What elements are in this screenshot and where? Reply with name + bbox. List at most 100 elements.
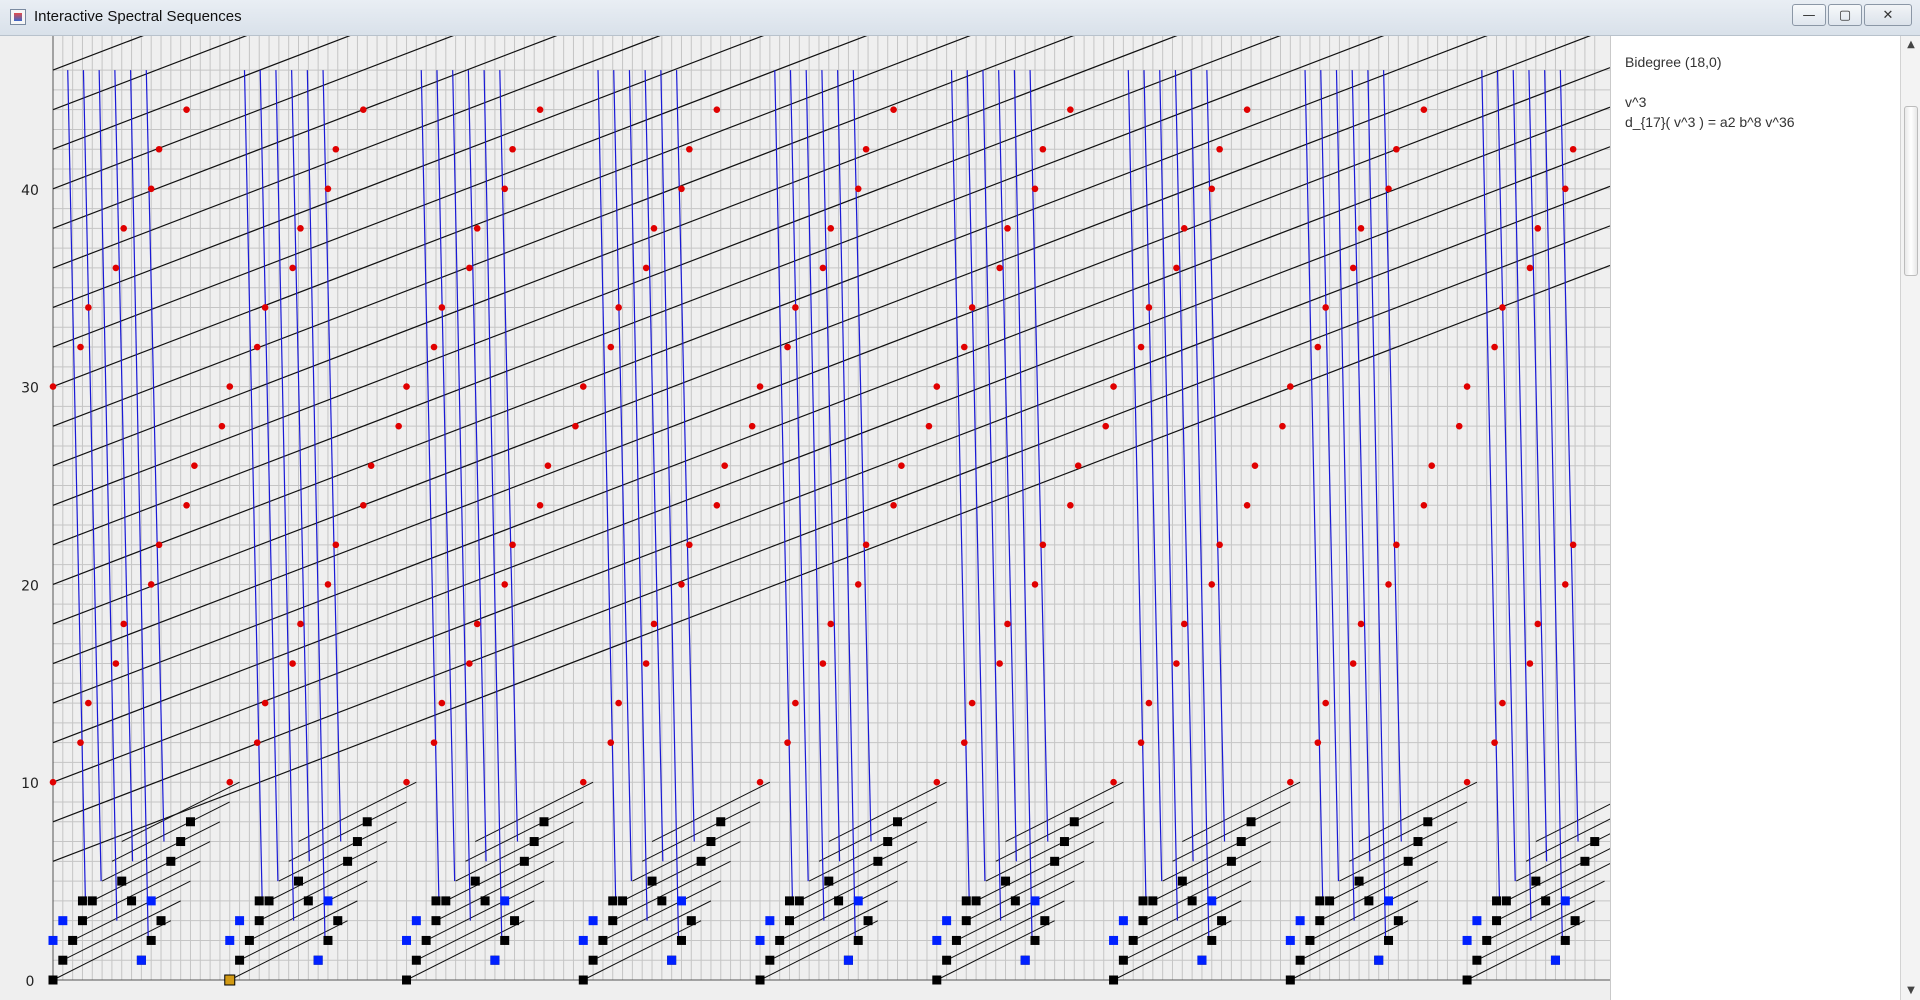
minimize-button[interactable]: — bbox=[1792, 4, 1826, 26]
black-class-square bbox=[1325, 896, 1335, 906]
black-class-square bbox=[235, 955, 245, 965]
scroll-down-icon[interactable]: ▼ bbox=[1907, 985, 1915, 996]
red-class-dot bbox=[85, 304, 92, 311]
red-class-dot bbox=[1004, 225, 1011, 232]
differential-line bbox=[1304, 70, 1324, 901]
scroll-up-icon[interactable]: ▲ bbox=[1907, 39, 1915, 50]
red-class-dot bbox=[509, 541, 516, 549]
black-class-square bbox=[647, 876, 657, 886]
differential-line bbox=[982, 70, 1002, 921]
black-class-square bbox=[961, 896, 971, 906]
black-class-square bbox=[1030, 935, 1040, 945]
tower-line bbox=[52, 36, 1385, 546]
extension-line bbox=[632, 821, 751, 882]
title-bar: Interactive Spectral Sequences — ▢ ✕ bbox=[0, 0, 1920, 36]
extension-line bbox=[445, 841, 564, 902]
differential-line bbox=[1383, 70, 1402, 842]
red-class-dot bbox=[1137, 343, 1145, 351]
red-class-dot bbox=[1322, 699, 1329, 707]
blue-class-square bbox=[146, 896, 156, 906]
red-class-dot bbox=[438, 304, 446, 311]
tower-line bbox=[52, 36, 971, 388]
black-class-square bbox=[686, 916, 696, 926]
blue-class-square bbox=[225, 935, 235, 945]
extension-line bbox=[622, 841, 741, 902]
red-class-dot bbox=[77, 343, 84, 351]
info-scrollbar[interactable]: ▲ ▼ bbox=[1900, 36, 1920, 1000]
black-class-square bbox=[657, 896, 667, 906]
extension-line bbox=[92, 841, 211, 902]
black-class-square bbox=[166, 856, 176, 866]
black-class-square bbox=[765, 955, 775, 965]
red-class-dot bbox=[1145, 699, 1153, 707]
black-class-square bbox=[254, 896, 264, 906]
black-class-square bbox=[578, 975, 588, 985]
scroll-thumb[interactable] bbox=[1904, 106, 1918, 276]
info-panel: Bidegree (18,0) v^3 d_{17}( v^3 ) = a2 b… bbox=[1610, 36, 1900, 1000]
extension-line bbox=[936, 920, 1055, 981]
tower-line bbox=[52, 36, 351, 150]
differential-line bbox=[628, 70, 648, 921]
red-class-dot bbox=[289, 660, 296, 667]
black-class-square bbox=[185, 817, 195, 827]
blue-class-square bbox=[1030, 896, 1040, 906]
extension-line bbox=[808, 821, 928, 882]
black-class-square bbox=[1403, 856, 1413, 866]
red-class-dot bbox=[1499, 699, 1506, 707]
chart-svg[interactable]: 020406080100120140010203040 bbox=[0, 36, 1610, 1000]
blue-class-square bbox=[490, 955, 500, 965]
red-class-dot bbox=[147, 581, 155, 588]
differential-line bbox=[1159, 70, 1178, 921]
blue-class-square bbox=[1384, 896, 1394, 906]
blue-class-square bbox=[843, 955, 853, 965]
red-class-dot bbox=[253, 739, 261, 746]
differential-line bbox=[452, 70, 471, 921]
blue-class-square bbox=[1109, 935, 1119, 945]
red-class-dot bbox=[1067, 501, 1074, 509]
red-class-dot bbox=[367, 462, 375, 470]
extension-line bbox=[1299, 900, 1419, 961]
red-class-dot bbox=[1428, 462, 1436, 470]
differential-line bbox=[306, 70, 326, 941]
red-class-dot bbox=[1463, 778, 1471, 786]
extension-line bbox=[799, 841, 918, 902]
differential-line bbox=[420, 70, 440, 901]
red-class-dot bbox=[1031, 581, 1039, 588]
red-class-dot bbox=[155, 145, 163, 153]
red-class-dot bbox=[721, 462, 728, 470]
tower-line bbox=[52, 36, 144, 71]
blue-class-square bbox=[402, 935, 412, 945]
red-class-dot bbox=[686, 145, 693, 153]
extension-line bbox=[1005, 781, 1124, 842]
red-class-dot bbox=[1526, 660, 1534, 667]
black-class-square bbox=[1580, 856, 1590, 866]
extension-line bbox=[1358, 781, 1478, 842]
black-class-square bbox=[431, 916, 441, 926]
close-button[interactable]: ✕ bbox=[1864, 4, 1912, 26]
extension-line bbox=[1290, 920, 1409, 981]
extension-line bbox=[52, 920, 172, 981]
black-class-square bbox=[932, 975, 942, 985]
extension-line bbox=[455, 821, 574, 882]
blue-class-square bbox=[136, 955, 146, 965]
differential-line bbox=[467, 70, 487, 862]
blue-class-square bbox=[667, 955, 677, 965]
blue-class-square bbox=[48, 935, 58, 945]
differential-line bbox=[98, 70, 118, 921]
red-class-dot bbox=[466, 264, 473, 272]
maximize-button[interactable]: ▢ bbox=[1828, 4, 1862, 26]
red-class-dot bbox=[1243, 501, 1251, 509]
extension-line bbox=[1152, 841, 1271, 902]
red-class-dot bbox=[642, 264, 650, 272]
spectral-sequence-chart[interactable]: 020406080100120140010203040 bbox=[0, 36, 1610, 1000]
extension-line bbox=[592, 900, 712, 961]
tower-line bbox=[52, 36, 661, 269]
extension-line bbox=[769, 900, 888, 961]
black-class-square bbox=[1590, 837, 1600, 847]
black-class-square bbox=[706, 837, 716, 847]
tower-line bbox=[52, 106, 1610, 704]
differential-line bbox=[1127, 70, 1147, 901]
red-class-dot bbox=[1110, 383, 1117, 390]
blue-class-square bbox=[1374, 955, 1384, 965]
differential-line bbox=[675, 70, 695, 842]
